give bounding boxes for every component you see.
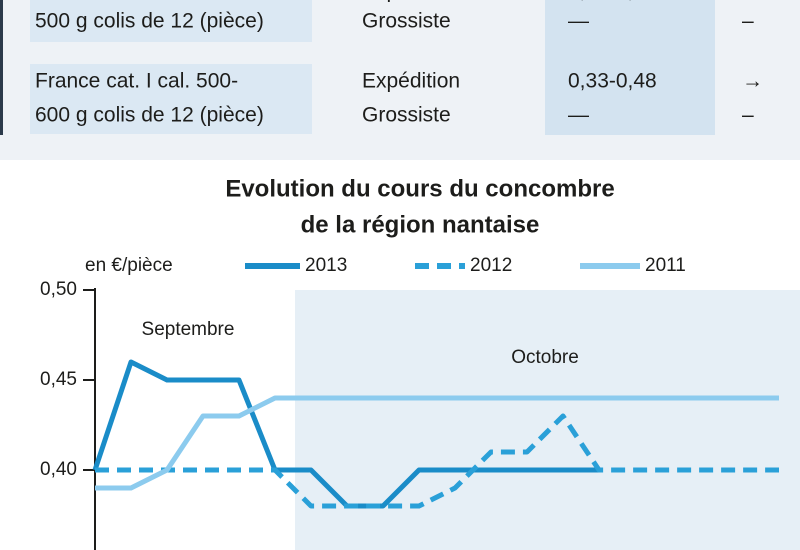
table-cell: 0,28-0,43 xyxy=(568,0,657,3)
table-cell: France cat. I cal. 500- xyxy=(35,70,238,93)
legend-label: 2013 xyxy=(305,255,347,276)
table-cell: — xyxy=(568,104,589,127)
price-column xyxy=(545,0,715,135)
y-axis-label: en €/pièce xyxy=(85,255,173,276)
table-cell: → xyxy=(742,70,763,93)
annotation: Septembre xyxy=(142,319,235,340)
legend-label: 2012 xyxy=(470,255,512,276)
y-tick-label: 0,40 xyxy=(40,459,77,480)
table-cell: France cat. I cal. 400- xyxy=(35,0,238,3)
table-cell: → xyxy=(742,0,763,3)
table-cell: 0,33-0,48 xyxy=(568,70,657,93)
table-cell: Expédition xyxy=(362,70,460,93)
series-line xyxy=(95,395,779,491)
cell-background xyxy=(30,0,312,42)
series-line xyxy=(95,413,779,509)
legend-label: 2011 xyxy=(645,255,686,276)
table-cell: Expédition xyxy=(362,0,460,3)
chart-title: Evolution du cours du concombre xyxy=(225,175,614,202)
chart-title: de la région nantaise xyxy=(301,211,540,238)
september-band xyxy=(95,290,295,550)
table-cell: – xyxy=(742,104,754,127)
table-cell: – xyxy=(742,10,754,33)
table-cell: 500 g colis de 12 (pièce) xyxy=(35,10,264,33)
table-cell: — xyxy=(568,10,589,33)
table-cell: Grossiste xyxy=(362,104,451,127)
table-border xyxy=(0,0,3,135)
annotation: Octobre xyxy=(511,347,579,368)
table-cell: Grossiste xyxy=(362,10,451,33)
table-cell: 600 g colis de 12 (pièce) xyxy=(35,104,264,127)
y-tick-label: 0,50 xyxy=(40,279,77,300)
october-band xyxy=(295,290,800,550)
y-tick-label: 0,45 xyxy=(40,369,77,390)
cell-background xyxy=(30,64,312,134)
